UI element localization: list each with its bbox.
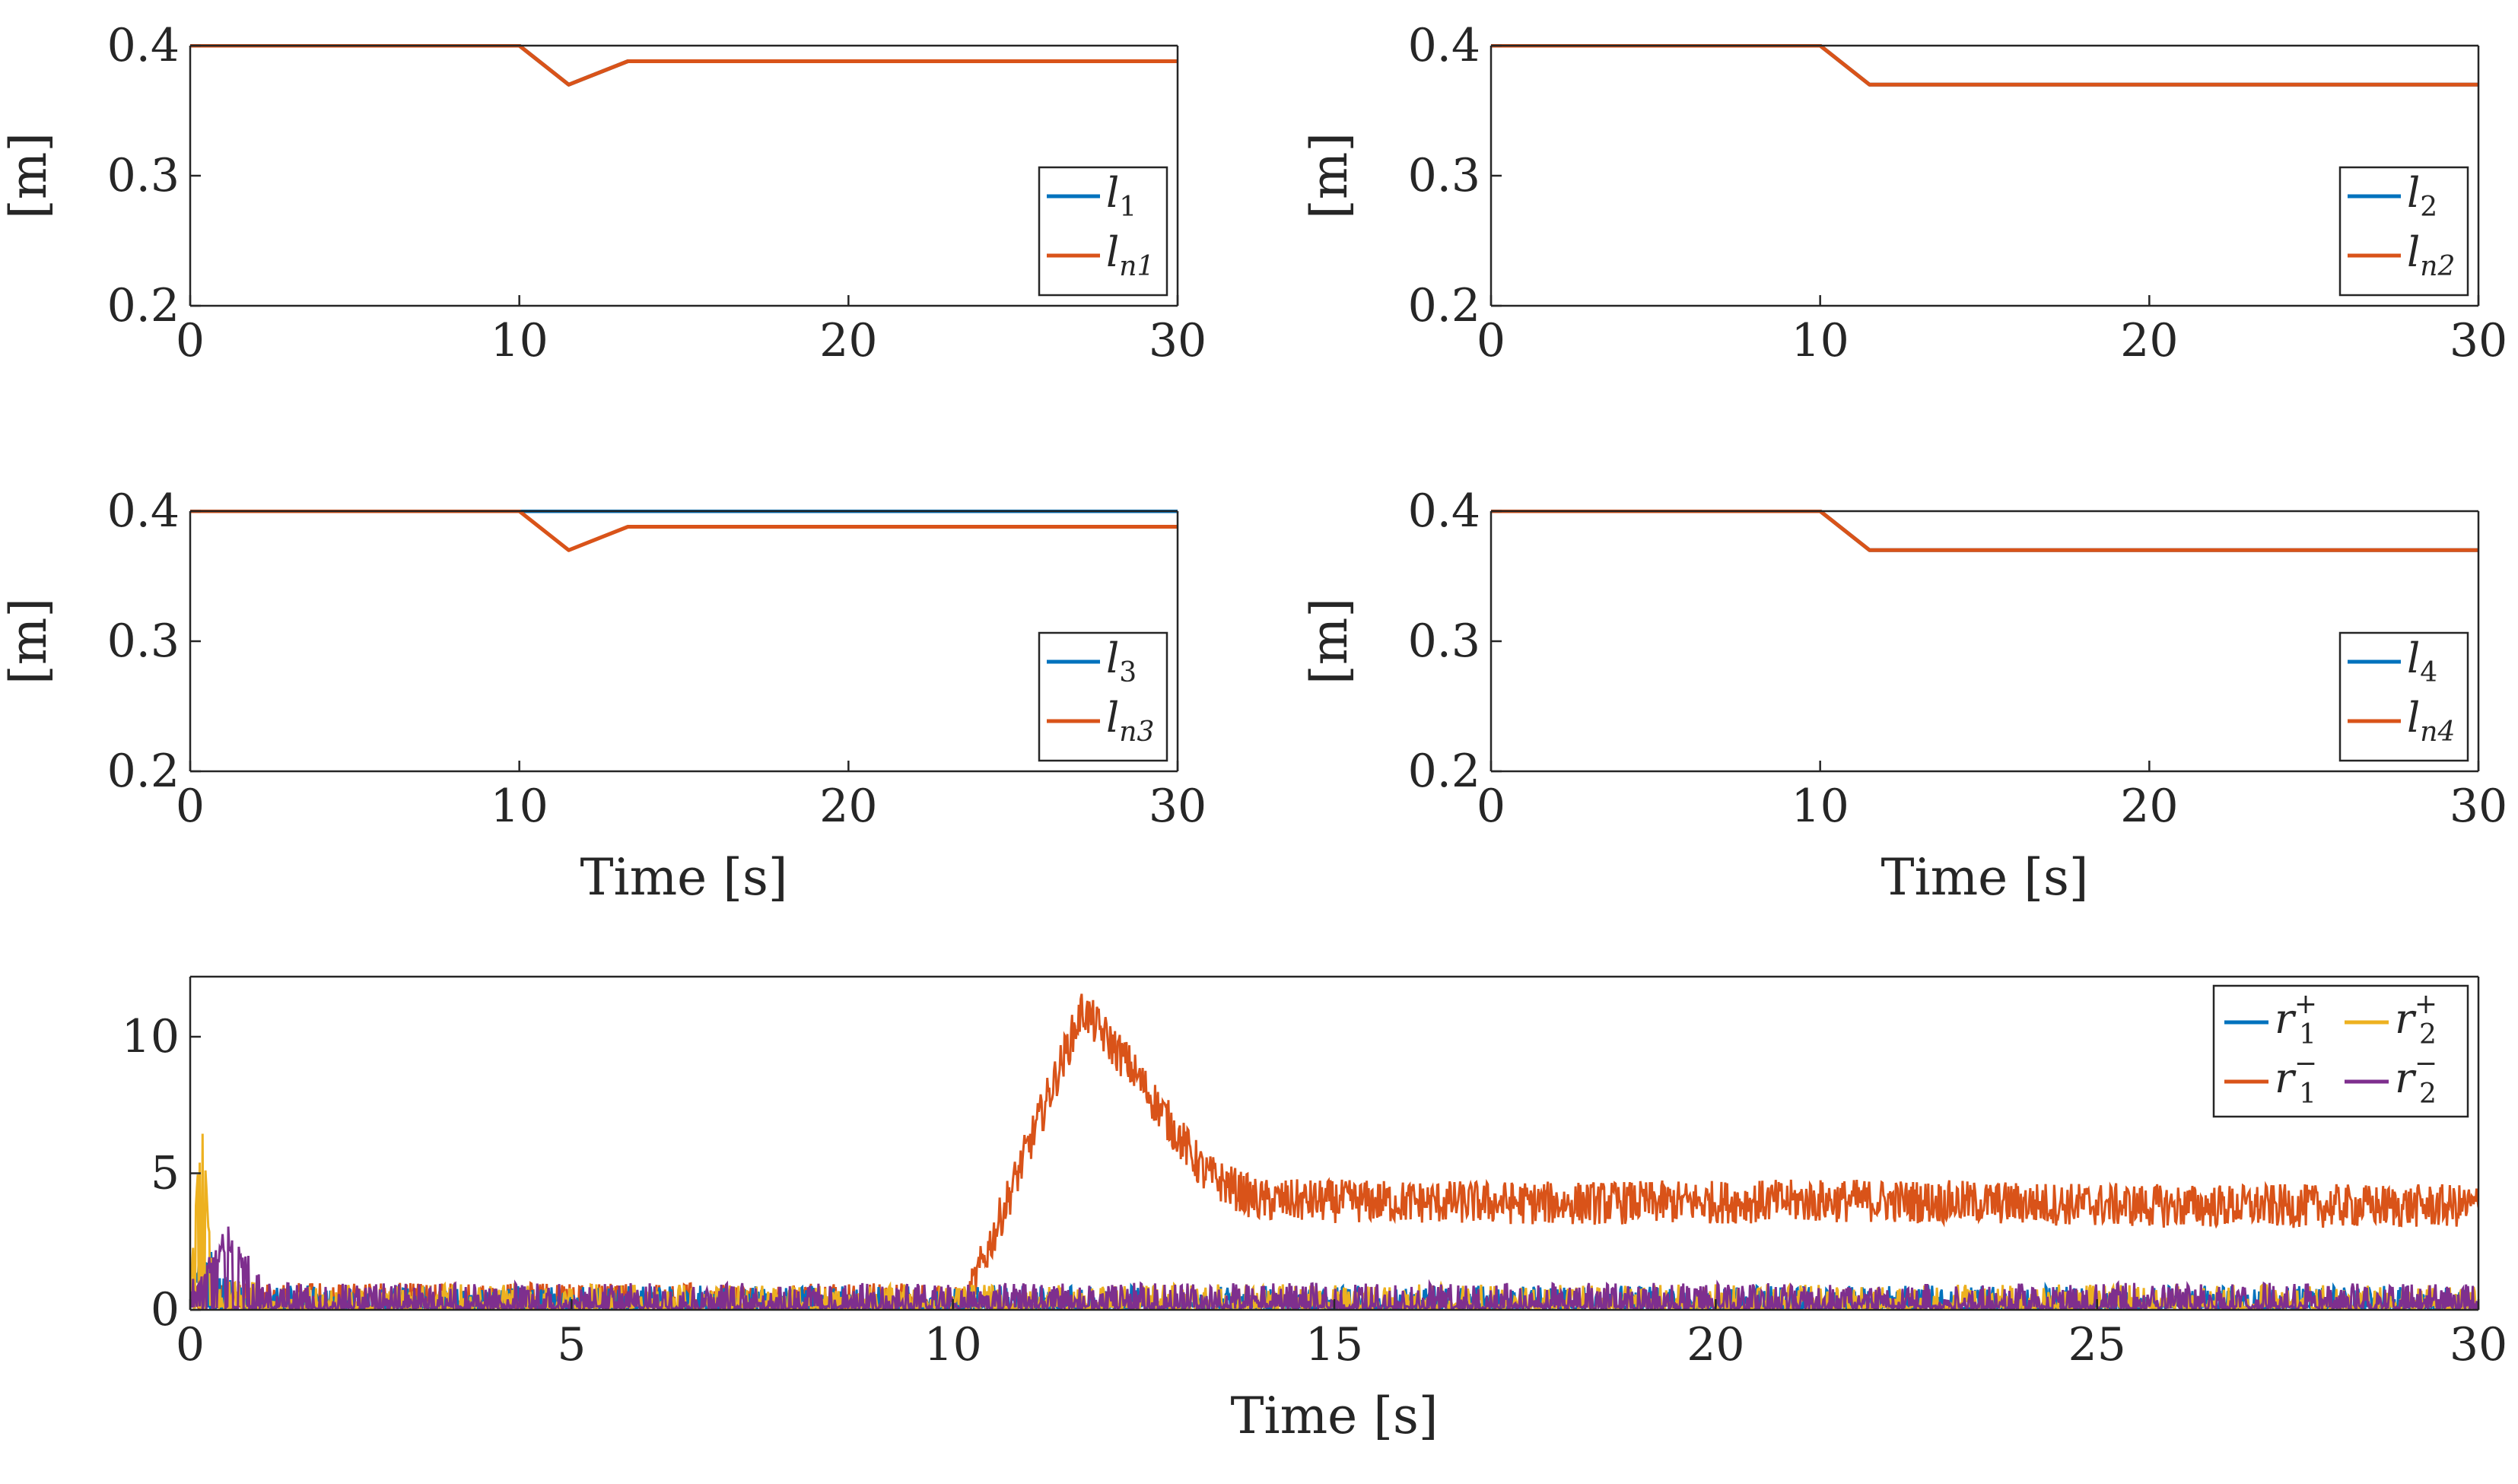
legend-label: r− 2 <box>2395 1048 2437 1110</box>
y-tick-label: 0.2 <box>107 745 180 798</box>
x-axis-label: Time [s] <box>1881 848 2088 907</box>
y-tick-label: 0.4 <box>1408 19 1480 72</box>
legend-label: r− 1 <box>2275 1048 2317 1110</box>
plot-area <box>1491 510 2478 552</box>
x-tick-label: 15 <box>1305 1318 1363 1371</box>
x-tick-label: 25 <box>2068 1318 2125 1371</box>
series-line-ln1 <box>190 44 1178 87</box>
x-tick-label: 30 <box>1149 780 1207 833</box>
y-tick-label: 0.3 <box>1408 615 1480 668</box>
y-tick-label: 0.4 <box>1408 485 1480 538</box>
legend: r+ 1r− 1 r+ 2r− 2 <box>2212 984 2469 1118</box>
series-line-ln3 <box>190 510 1178 552</box>
x-axis-label: Time [s] <box>580 848 787 907</box>
y-tick-label: 0 <box>151 1283 180 1336</box>
legend-label: l4 <box>2407 634 2437 688</box>
x-tick-label: 5 <box>557 1318 586 1371</box>
y-tick-label: 0.2 <box>107 279 180 332</box>
legend-box <box>1038 631 1168 762</box>
x-tick-label: 20 <box>819 314 877 367</box>
series-line-l2 <box>1491 44 2478 87</box>
x-tick-label: 0 <box>176 780 205 833</box>
x-tick-label: 20 <box>819 780 877 833</box>
legend-label: l2 <box>2407 169 2437 223</box>
y-tick-label: 0.4 <box>107 485 180 538</box>
plot-area <box>190 993 2478 1310</box>
y-tick-label: 0.3 <box>1408 149 1480 202</box>
x-tick-label: 10 <box>1791 780 1849 833</box>
x-tick-label: 0 <box>176 1318 205 1371</box>
series-line-l4 <box>1491 510 2478 552</box>
plot-area <box>1491 44 2478 87</box>
plot-area <box>190 44 1178 87</box>
series-line-r1-minus <box>190 993 2478 1310</box>
x-tick-label: 10 <box>924 1318 981 1371</box>
x-tick-label: 20 <box>2120 780 2178 833</box>
y-tick-label: 0.3 <box>107 615 180 668</box>
legend-box <box>2212 984 2469 1118</box>
series-line-r2-minus <box>190 1226 2478 1310</box>
x-tick-label: 30 <box>1149 314 1207 367</box>
series-line-ln4 <box>1491 510 2478 552</box>
y-tick-label: 10 <box>122 1010 180 1063</box>
y-axis-label: [m] <box>0 132 58 219</box>
legend-box <box>1038 166 1168 297</box>
x-tick-label: 10 <box>490 314 548 367</box>
x-tick-label: 30 <box>2450 314 2507 367</box>
legend-label: ln3 <box>1106 694 1154 748</box>
chart-panel-5: 0 5 10 15 20 25 30 0 5 10 Time [s] r+ 1r− 1 r+ 2r− 2 <box>122 975 2507 1445</box>
series-line-ln2 <box>1491 44 2478 87</box>
legend-label: ln4 <box>2407 694 2455 748</box>
legend-box <box>2338 631 2469 762</box>
x-tick-label: 10 <box>1791 314 1849 367</box>
x-tick-label: 0 <box>1477 780 1505 833</box>
x-tick-label: 20 <box>1687 1318 1744 1371</box>
x-tick-label: 10 <box>490 780 548 833</box>
legend-label: ln2 <box>2407 228 2455 282</box>
legend-label: r+ 2 <box>2395 989 2437 1050</box>
x-tick-label: 20 <box>2120 314 2178 367</box>
y-tick-label: 0.2 <box>1408 745 1480 798</box>
y-tick-label: 0.4 <box>107 19 180 72</box>
legend-label: l3 <box>1106 634 1137 688</box>
x-tick-label: 0 <box>176 314 205 367</box>
y-axis-label: [m] <box>0 598 58 685</box>
x-tick-label: 30 <box>2450 1318 2507 1371</box>
legend-label: l1 <box>1106 169 1137 223</box>
series-line-l1 <box>190 44 1178 87</box>
legend-label: ln1 <box>1106 228 1154 282</box>
x-axis-label: Time [s] <box>1230 1387 1438 1445</box>
y-axis-label: [m] <box>1300 598 1359 685</box>
x-tick-label: 0 <box>1477 314 1505 367</box>
legend-label: r+ 1 <box>2275 989 2317 1050</box>
legend-box <box>2338 166 2469 297</box>
y-tick-label: 0.3 <box>107 149 180 202</box>
y-tick-label: 0.2 <box>1408 279 1480 332</box>
y-tick-label: 5 <box>151 1146 180 1200</box>
y-axis-label: [m] <box>1300 132 1359 219</box>
x-tick-label: 30 <box>2450 780 2507 833</box>
plot-area <box>190 510 1178 552</box>
